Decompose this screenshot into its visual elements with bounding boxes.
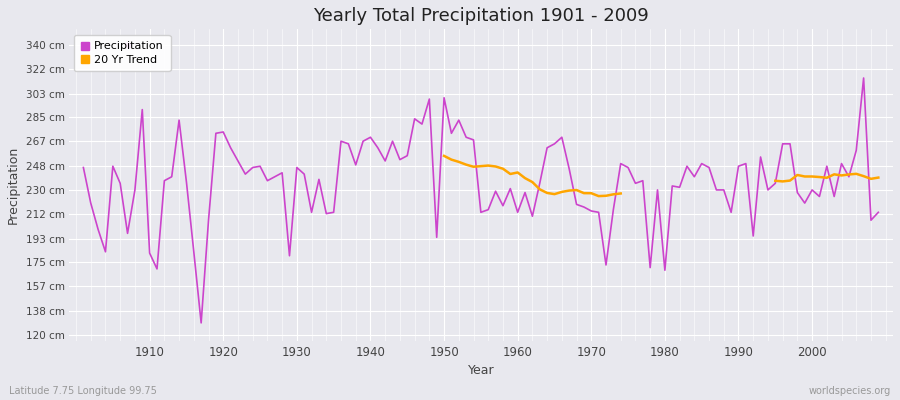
Text: Latitude 7.75 Longitude 99.75: Latitude 7.75 Longitude 99.75 (9, 386, 157, 396)
Point (121, 42, 135, 48)
X-axis label: Year: Year (467, 364, 494, 377)
Y-axis label: Precipitation: Precipitation (7, 146, 20, 224)
Title: Yearly Total Precipitation 1901 - 2009: Yearly Total Precipitation 1901 - 2009 (313, 7, 649, 25)
Text: worldspecies.org: worldspecies.org (809, 386, 891, 396)
Legend: Precipitation, 20 Yr Trend: Precipitation, 20 Yr Trend (74, 35, 171, 72)
